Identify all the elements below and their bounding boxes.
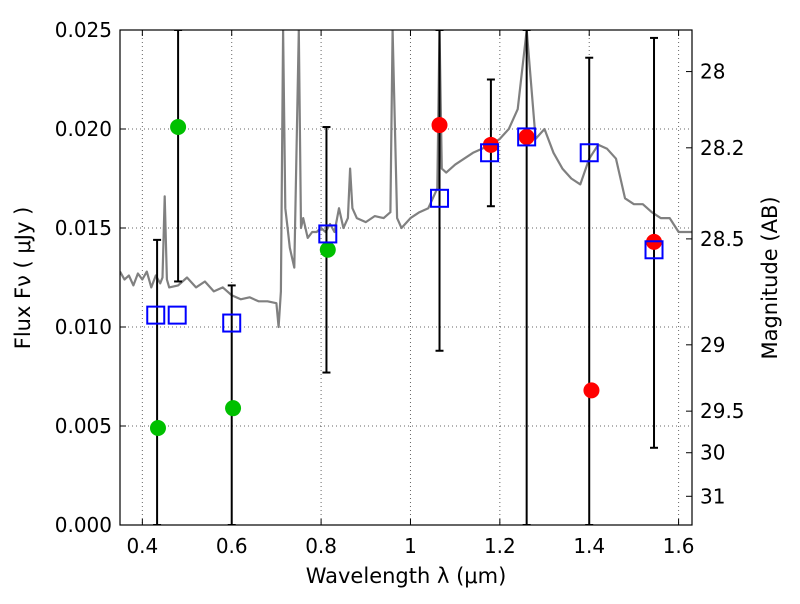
x-tick-label: 0.6 — [216, 534, 248, 558]
x-tick-label: 0.4 — [126, 534, 158, 558]
spectrum-line — [120, 30, 692, 329]
square-marker — [517, 127, 537, 147]
data-point — [518, 128, 535, 145]
square-marker — [430, 188, 450, 208]
data-point — [170, 119, 187, 136]
x-tick-label: 1.4 — [573, 534, 605, 558]
data-point — [431, 117, 448, 134]
right-tick-label: 29 — [700, 333, 725, 357]
x-tick-label: 1 — [404, 534, 417, 558]
y-tick-label: 0.015 — [55, 216, 112, 240]
y-tick-label: 0.025 — [55, 18, 112, 42]
right-tick-label: 29.5 — [700, 399, 745, 423]
y-axis-label: Flux Fν ( μJy ) — [11, 207, 35, 350]
plot-frame — [119, 29, 693, 526]
square-marker — [222, 313, 242, 333]
axes-ticks: 0.4 0.6 0.8 1 1.2 1.4 1.6 0.000 0.005 0.010 0.015 0… — [55, 18, 745, 558]
square-marker — [480, 143, 500, 163]
x-tick-label: 0.8 — [305, 534, 337, 558]
square-marker — [644, 240, 664, 260]
data-point — [319, 241, 336, 258]
x-axis-label: Wavelength λ (μm) — [306, 564, 507, 588]
square-marker — [318, 224, 338, 244]
data-point — [149, 419, 166, 436]
y-tick-label: 0.005 — [55, 414, 112, 438]
right-tick-label: 30 — [700, 441, 725, 465]
right-tick-label: 28 — [700, 60, 725, 84]
square-marker — [167, 305, 187, 325]
data-point — [225, 400, 242, 417]
y-tick-label: 0.010 — [55, 315, 112, 339]
right-tick-label: 28.2 — [700, 136, 745, 160]
x-tick-label: 1.2 — [484, 534, 516, 558]
square-marker — [579, 143, 599, 163]
x-tick-label: 1.6 — [663, 534, 695, 558]
right-tick-label: 28.5 — [700, 227, 745, 251]
y-tick-label: 0.020 — [55, 117, 112, 141]
y-tick-label: 0.000 — [55, 513, 112, 537]
plot-area — [120, 30, 692, 525]
data-point — [583, 382, 600, 399]
right-tick-label: 31 — [700, 484, 725, 508]
square-marker — [146, 305, 166, 325]
right-axis-label: Magnitude (AB) — [758, 196, 782, 359]
